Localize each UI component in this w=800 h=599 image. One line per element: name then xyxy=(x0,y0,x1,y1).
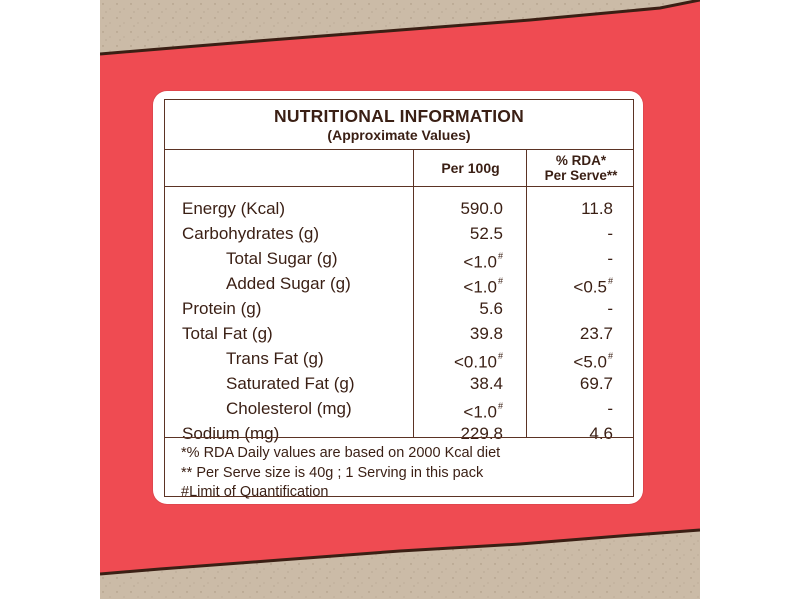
per-100g-value: 38.4 xyxy=(470,371,503,396)
rda-value: - xyxy=(607,296,613,321)
table-title: NUTRITIONAL INFORMATION xyxy=(274,106,524,126)
rda-value: 23.7 xyxy=(580,321,613,346)
per-100g-value: <0.10# xyxy=(454,346,503,375)
footnotes: *% RDA Daily values are based on 2000 Kc… xyxy=(165,437,633,500)
header-rda-line1: % RDA* xyxy=(555,152,607,168)
table-subtitle: (Approximate Values) xyxy=(327,127,471,143)
footnote-serve-size: ** Per Serve size is 40g ; 1 Serving in … xyxy=(181,464,484,481)
loq-marker: # xyxy=(497,351,503,361)
rda-value: 69.7 xyxy=(580,371,613,396)
nutrient-rows: Energy (Kcal) 590.0 11.8 Carbohydrates (g) 5… xyxy=(165,196,633,446)
per-100g-number: <1.0 xyxy=(463,402,497,422)
nutrient-row: Protein (g) 5.6 - xyxy=(165,296,633,321)
per-100g-number: <1.0 xyxy=(463,277,497,297)
loq-marker: # xyxy=(607,351,613,361)
per-100g-number: 229.8 xyxy=(460,424,503,443)
rda-number: - xyxy=(607,399,613,418)
per-100g-number: <1.0 xyxy=(463,252,497,272)
rda-value: <5.0# xyxy=(573,346,613,375)
nutrient-row: Energy (Kcal) 590.0 11.8 xyxy=(165,196,633,221)
rda-value: <0.5# xyxy=(573,271,613,300)
per-100g-value: <1.0# xyxy=(463,246,503,275)
header-per-100g: Per 100g xyxy=(441,159,500,176)
per-100g-value: <1.0# xyxy=(463,396,503,425)
nutrition-table: NUTRITIONAL INFORMATION (Approximate Val… xyxy=(164,99,634,500)
rda-number: 69.7 xyxy=(579,374,613,393)
rda-number: 11.8 xyxy=(581,199,613,218)
nutrient-name: Carbohydrates (g) xyxy=(182,224,320,243)
nutrient-name: Saturated Fat (g) xyxy=(226,374,355,393)
per-100g-number: 39.8 xyxy=(469,324,503,343)
per-100g-value: 5.6 xyxy=(479,296,503,321)
column-header-row: Per 100g % RDA* Per Serve** xyxy=(165,150,633,187)
nutrient-name: Total Sugar (g) xyxy=(226,249,338,268)
nutrient-row: Total Fat (g) 39.8 23.7 xyxy=(165,321,633,346)
per-100g-value: 229.8 xyxy=(460,421,503,446)
loq-marker: # xyxy=(497,251,503,261)
footnote-limit-of-quantification: #Limit of Quantification xyxy=(181,484,329,500)
per-100g-value: 52.5 xyxy=(470,221,503,246)
loq-marker: # xyxy=(497,401,503,411)
nutrient-row: Carbohydrates (g) 52.5 - xyxy=(165,221,633,246)
per-100g-number: 52.5 xyxy=(469,224,503,243)
per-100g-number: 5.6 xyxy=(479,299,503,318)
package-background: NUTRITIONAL INFORMATION (Approximate Val… xyxy=(100,0,700,599)
per-100g-number: <0.10 xyxy=(453,352,497,372)
rda-number: - xyxy=(607,299,613,318)
rda-number: <5.0 xyxy=(573,352,607,372)
nutrient-name: Trans Fat (g) xyxy=(226,349,324,368)
loq-marker: # xyxy=(497,276,503,286)
column-divider xyxy=(413,150,414,437)
per-100g-number: 590.0 xyxy=(460,199,503,218)
header-rda-per-serve: % RDA* Per Serve** xyxy=(527,150,635,185)
nutrient-name: Cholesterol (mg) xyxy=(226,399,352,418)
nutrient-row: Sodium (mg) 229.8 4.6 xyxy=(165,421,633,446)
nutrition-label-panel: NUTRITIONAL INFORMATION (Approximate Val… xyxy=(153,91,643,504)
rda-value: 11.8 xyxy=(581,196,613,221)
rda-value: - xyxy=(607,396,613,421)
per-100g-value: <1.0# xyxy=(463,271,503,300)
loq-marker: # xyxy=(607,276,613,286)
rda-value: 4.6 xyxy=(589,421,613,446)
rda-value: - xyxy=(607,221,613,246)
rda-number: 4.6 xyxy=(589,424,613,443)
rda-number: <0.5 xyxy=(573,277,607,297)
column-divider xyxy=(526,150,527,437)
kraft-paper-torn-edges xyxy=(100,0,700,599)
rda-value: - xyxy=(607,246,613,271)
nutrient-name: Total Fat (g) xyxy=(182,324,273,343)
nutrient-row: Added Sugar (g) <1.0# <0.5# xyxy=(165,271,633,297)
nutrient-name: Protein (g) xyxy=(182,299,262,318)
per-100g-value: 39.8 xyxy=(470,321,503,346)
rda-number: - xyxy=(607,224,613,243)
nutrient-row: Saturated Fat (g) 38.4 69.7 xyxy=(165,371,633,396)
nutrient-name: Sodium (mg) xyxy=(182,424,280,443)
nutrient-name: Energy (Kcal) xyxy=(182,199,285,218)
header-rda-line2: Per Serve** xyxy=(544,167,618,183)
per-100g-number: 38.4 xyxy=(469,374,503,393)
nutrient-row: Total Sugar (g) <1.0# - xyxy=(165,246,633,272)
title-section: NUTRITIONAL INFORMATION (Approximate Val… xyxy=(165,100,633,150)
rda-number: - xyxy=(607,249,613,268)
rda-number: 23.7 xyxy=(579,324,613,343)
per-100g-value: 590.0 xyxy=(460,196,503,221)
nutrient-row: Cholesterol (mg) <1.0# - xyxy=(165,396,633,422)
nutrient-name: Added Sugar (g) xyxy=(226,274,351,293)
footnote-rda: *% RDA Daily values are based on 2000 Kc… xyxy=(181,445,501,461)
nutrient-row: Trans Fat (g) <0.10# <5.0# xyxy=(165,346,633,372)
